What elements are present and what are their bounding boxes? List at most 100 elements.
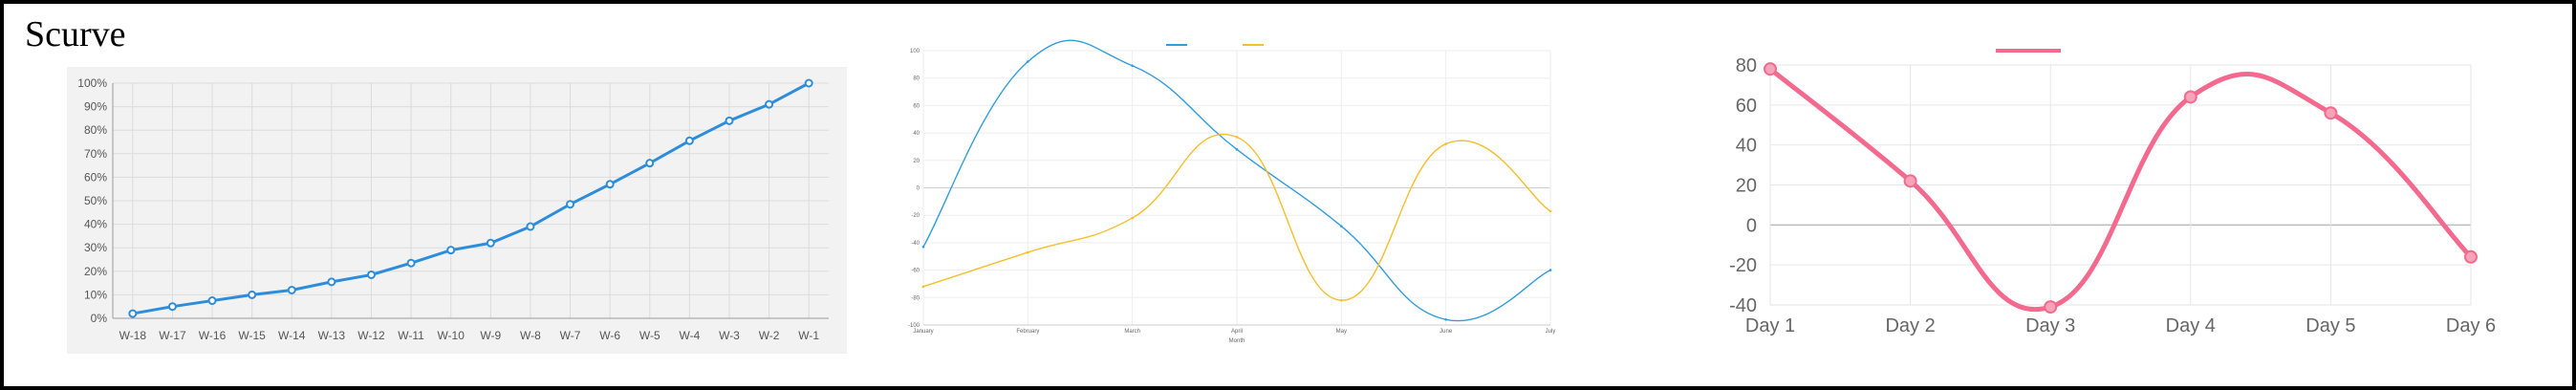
page-title: Scurve	[25, 14, 126, 54]
x-tick-label: W-17	[159, 329, 186, 342]
data-point	[1444, 317, 1447, 321]
x-tick-label: February	[1016, 329, 1039, 335]
x-tick-label: W-6	[599, 329, 620, 342]
x-tick-label: W-5	[639, 329, 660, 342]
data-point	[446, 246, 456, 255]
x-tick-label: Day 1	[1745, 315, 1795, 336]
x-tick-label: April	[1231, 329, 1243, 335]
data-point	[1131, 64, 1134, 68]
data-point	[1235, 136, 1239, 139]
y-tick-label: -60	[911, 269, 920, 274]
data-point	[1444, 142, 1447, 145]
y-tick-label: 50%	[84, 194, 107, 207]
x-tick-label: W-16	[199, 329, 227, 342]
x-tick-label: W-1	[798, 329, 819, 342]
data-point	[2183, 90, 2197, 104]
y-tick-label: -20	[1729, 255, 1757, 276]
data-point	[526, 222, 535, 231]
y-tick-label: -100	[908, 323, 920, 329]
x-tick-label: Day 6	[2446, 315, 2496, 336]
x-tick-label: June	[1440, 329, 1453, 335]
y-tick-label: 80	[913, 76, 920, 82]
x-tick-label: Day 4	[2166, 315, 2216, 336]
x-tick-label: W-14	[278, 329, 306, 342]
data-point	[605, 180, 615, 189]
data-point	[1027, 250, 1029, 254]
x-tick-label: W-18	[119, 329, 147, 342]
data-point	[921, 285, 925, 289]
data-point	[1903, 174, 1917, 188]
data-point	[287, 285, 296, 294]
x-tick-label: January	[913, 329, 933, 335]
x-tick-label: W-12	[357, 329, 385, 342]
y-tick-label: 40	[1736, 136, 1757, 157]
data-point	[207, 296, 217, 306]
data-point	[1548, 269, 1552, 271]
x-tick-label: May	[1336, 329, 1347, 335]
series-line	[922, 39, 1551, 322]
x-tick-label: W-8	[520, 329, 541, 342]
x-tick-label: W-4	[679, 329, 700, 342]
y-tick-label: 100	[910, 49, 920, 54]
x-tick-label: W-3	[719, 329, 740, 342]
x-tick-label: W-11	[398, 329, 424, 342]
y-tick-label: 80	[1736, 55, 1757, 76]
data-point	[1764, 62, 1777, 76]
x-tick-label: Day 2	[1885, 315, 1935, 336]
data-point	[248, 290, 257, 299]
data-point	[366, 270, 376, 279]
y-tick-label: 40%	[84, 218, 107, 231]
data-point	[167, 302, 177, 312]
x-tick-label: W-2	[759, 329, 780, 342]
data-point	[327, 277, 336, 287]
data-point	[765, 99, 774, 109]
y-tick-label: 10%	[84, 288, 107, 301]
y-tick-label: 0	[1746, 215, 1757, 236]
series-line	[132, 81, 810, 315]
y-tick-label: 30%	[84, 241, 107, 254]
y-tick-label: 100%	[77, 76, 107, 90]
data-point	[1027, 60, 1029, 63]
x-tick-label: March	[1124, 329, 1140, 335]
data-point	[684, 136, 694, 145]
data-point	[2324, 106, 2338, 120]
y-tick-label: 90%	[84, 100, 107, 114]
y-tick-label: 20%	[84, 265, 107, 278]
y-tick-label: -40	[911, 241, 920, 247]
chart-scurve: 0% 10% 20% 30% 40% 50% 60% 70% 80% 90% 100% W-18 W-1…	[67, 67, 847, 354]
x-axis-label: Month	[1229, 338, 1245, 344]
data-point	[2044, 300, 2058, 314]
x-tick-label: W-7	[560, 329, 581, 342]
data-point	[406, 258, 416, 268]
y-tick-label: 20	[913, 159, 920, 164]
x-tick-label: July	[1546, 329, 1556, 335]
data-point	[1548, 209, 1552, 213]
data-point	[486, 238, 495, 248]
data-point	[566, 200, 575, 209]
y-tick-label: -40	[1729, 295, 1757, 316]
x-tick-label: W-9	[480, 329, 501, 342]
x-tick-label: W-10	[437, 329, 465, 342]
data-point	[2464, 249, 2478, 264]
y-tick-label: 20	[1736, 176, 1757, 197]
data-point	[1340, 298, 1343, 302]
data-point	[921, 245, 925, 249]
x-tick-label: W-13	[318, 329, 346, 342]
data-point	[128, 309, 138, 318]
x-tick-label: Day 3	[2025, 315, 2075, 336]
y-tick-label: 40	[913, 131, 920, 137]
y-tick-label: 0	[917, 186, 920, 192]
y-tick-label: 60	[1736, 96, 1757, 117]
data-point	[1235, 148, 1239, 151]
y-tick-label: 60	[913, 103, 920, 109]
y-tick-label: 0%	[91, 312, 108, 325]
data-point	[725, 116, 734, 125]
y-tick-label: -20	[911, 213, 920, 219]
y-tick-label: 60%	[84, 170, 107, 184]
x-tick-label: W-15	[238, 329, 266, 342]
y-tick-label: 70%	[84, 147, 107, 161]
data-point	[804, 78, 813, 88]
